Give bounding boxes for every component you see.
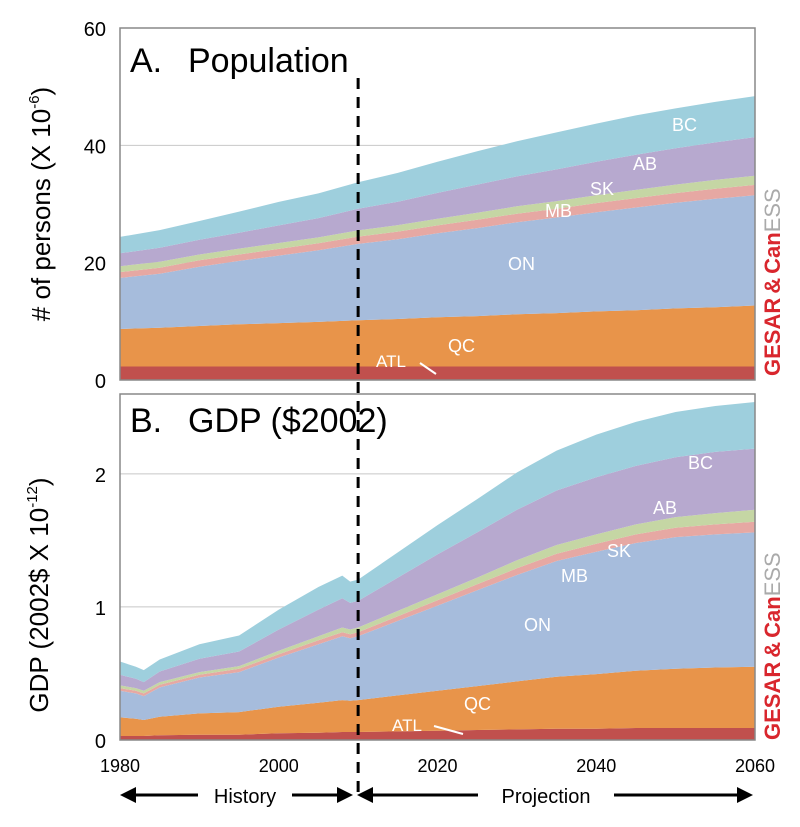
x-tick-label: 2060 <box>735 756 775 776</box>
panelB-area-atl <box>120 728 755 740</box>
panel-a-frame <box>119 27 756 381</box>
x-tick-label: 2020 <box>417 756 457 776</box>
panel-a-y-label-main: # of persons (X 10 <box>26 109 56 321</box>
panelA-area-ab <box>120 137 755 267</box>
panel-a-population: 0 20 40 60 A. Population # of persons (X 10… <box>26 19 756 393</box>
panel-a-areas <box>120 96 755 380</box>
x-tick-label: 1980 <box>100 756 140 776</box>
logo-b-ess: ESS <box>760 552 785 596</box>
panel-b-atl-pointer <box>433 725 464 735</box>
panel-b-title: GDP ($2002) <box>188 402 388 440</box>
panelB-area-on <box>120 532 755 720</box>
panel-b-label-ab: AB <box>653 498 677 518</box>
x-tick-label: 2000 <box>259 756 299 776</box>
panel-a-label-atl: ATL <box>376 352 406 371</box>
panel-a-y-label: # of persons (X 10-6) <box>26 87 56 321</box>
panel-b-series-labels: BC AB SK MB ON QC ATL <box>392 453 713 735</box>
panelA-area-mb <box>120 184 755 278</box>
panel-a-title: Population <box>188 42 349 80</box>
panelA-y-tick-label: 0 <box>95 371 106 393</box>
panelB-area-qc <box>120 666 755 736</box>
panel-a-y-label-exp: -6 <box>26 95 43 108</box>
panel-b-gdp: 0 1 2 B. GDP ($2002) GDP (2002$ X 10-12) B… <box>24 393 756 753</box>
history-arrow: History <box>120 786 353 808</box>
panel-a-label-ab: AB <box>633 154 657 174</box>
panel-b-y-ticks: 0 1 2 <box>95 465 106 753</box>
logo-b-amp: & <box>760 642 785 658</box>
panelA-y-tick-label: 60 <box>84 19 106 41</box>
panelA-y-tick-label: 40 <box>84 136 106 158</box>
panel-b-y-label-main: GDP (2002$ X 10 <box>24 508 54 713</box>
panelA-area-bc <box>120 96 755 254</box>
logo-b-gesar: GESAR <box>760 662 785 740</box>
panelB-y-tick-label: 0 <box>95 731 106 753</box>
panelA-area-sk <box>120 175 755 273</box>
panelA-y-tick-label: 20 <box>84 254 106 276</box>
panel-a-label-mb: MB <box>545 201 572 221</box>
logo-a-amp: & <box>760 278 785 294</box>
logo-a-text: GESAR & CanESS <box>760 188 785 376</box>
panel-a-series-labels: BC AB SK MB ON QC ATL <box>376 115 697 375</box>
panel-a-label-bc: BC <box>672 115 697 135</box>
projection-label: Projection <box>502 786 591 808</box>
panelB-area-ab <box>120 448 755 691</box>
x-axis-ticks: 1980 2000 2020 2040 2060 <box>100 756 775 776</box>
panel-b-label-mb: MB <box>561 566 588 586</box>
panel-a-label-on: ON <box>508 254 535 274</box>
logo-a-ess: ESS <box>760 188 785 232</box>
logo-b-text: GESAR & CanESS <box>760 552 785 740</box>
panelB-area-bc <box>120 402 755 683</box>
panel-b-label-sk: SK <box>607 541 631 561</box>
projection-arrowhead-left <box>357 787 373 803</box>
panel-a-label-sk: SK <box>590 179 614 199</box>
logo-a-can: Can <box>760 232 785 274</box>
history-label: History <box>214 786 276 808</box>
panel-a-atl-pointer <box>419 362 437 375</box>
logo-a-gesar: GESAR <box>760 298 785 376</box>
panel-b-y-label-exp: -12 <box>24 486 41 508</box>
panel-b-label-on: ON <box>524 615 551 635</box>
panel-b-title-letter: B. <box>130 402 162 440</box>
panelA-area-on <box>120 195 755 329</box>
logo-panel-a: GESAR & CanESS <box>760 188 785 376</box>
projection-arrowhead-right <box>737 787 753 803</box>
panel-b-label-qc: QC <box>464 694 491 714</box>
panelA-area-qc <box>120 305 755 367</box>
x-tick-label: 2040 <box>576 756 616 776</box>
panel-b-frame <box>119 393 756 741</box>
panel-b-y-label-close: ) <box>24 477 54 486</box>
panelA-area-atl <box>120 366 755 380</box>
logo-panel-b: GESAR & CanESS <box>760 552 785 740</box>
panelB-y-tick-label: 2 <box>95 465 106 487</box>
panelB-y-tick-label: 1 <box>95 598 106 620</box>
panel-a-label-qc: QC <box>448 336 475 356</box>
panel-a-y-ticks: 0 20 40 60 <box>84 19 106 393</box>
history-arrowhead-left <box>120 787 136 803</box>
panel-a-title-letter: A. <box>130 42 162 80</box>
panel-b-label-atl: ATL <box>392 716 422 735</box>
panel-b-y-label: GDP (2002$ X 10-12) <box>24 477 54 712</box>
panel-b-areas <box>120 402 755 740</box>
history-arrowhead-right <box>337 787 353 803</box>
panel-a-y-label-close: ) <box>26 87 56 96</box>
projection-arrow: Projection <box>357 786 753 808</box>
logo-b-can: Can <box>760 596 785 638</box>
panel-b-label-bc: BC <box>688 453 713 473</box>
